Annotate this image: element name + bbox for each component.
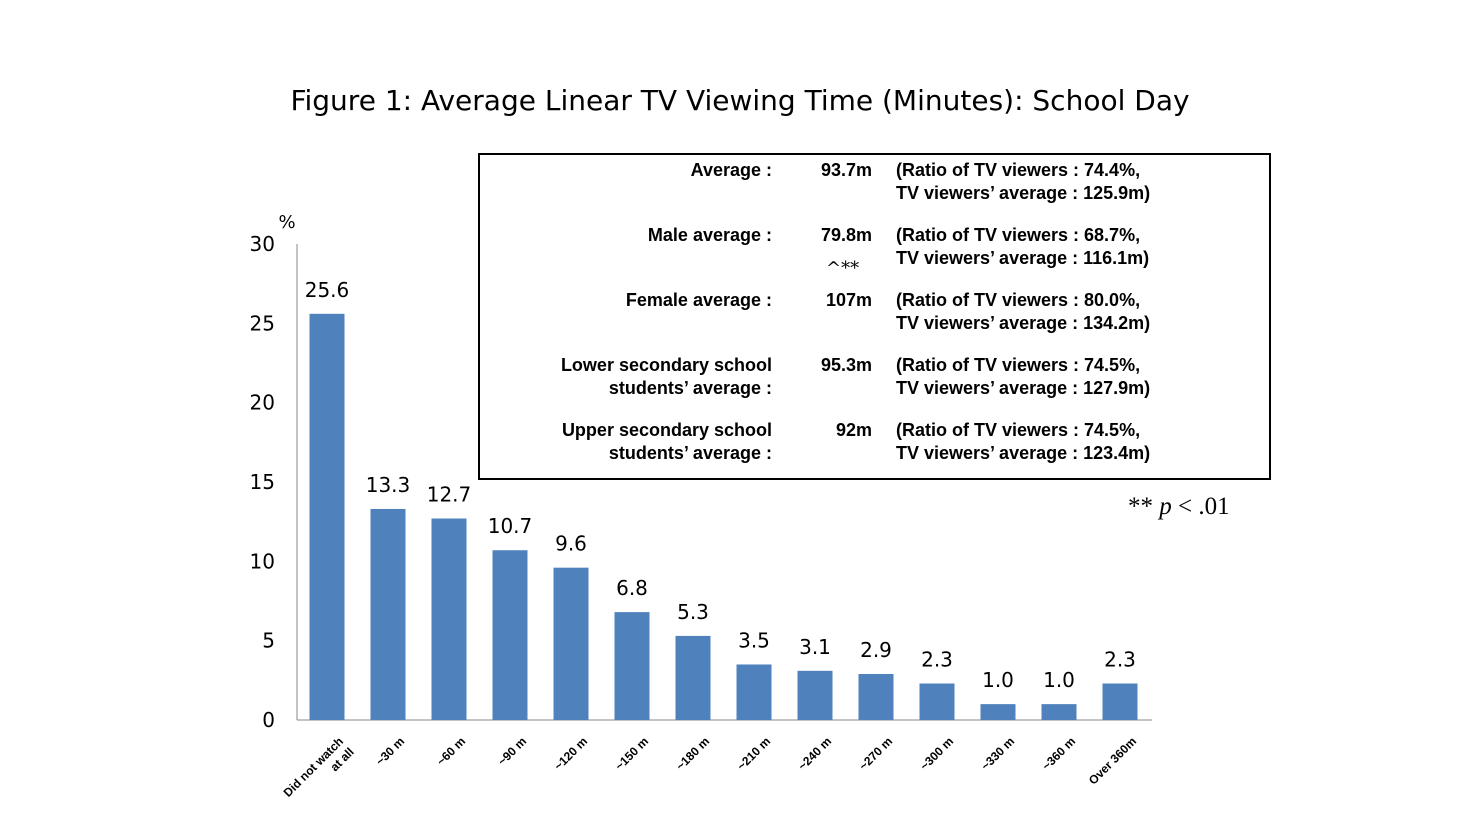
stats-ratio: (Ratio of TV viewers : 80.0%, TV viewers…	[896, 290, 1151, 333]
stats-value: 107m	[825, 290, 872, 310]
data-label: 9.6	[555, 532, 587, 556]
x-tick-line: ~150 m	[612, 734, 651, 773]
stats-value: 92m	[835, 420, 872, 440]
stats-label: Upper secondary school students’ average…	[561, 420, 772, 463]
stats-label: Lower secondary school students’ average…	[560, 355, 772, 398]
x-tick-label: ~30 m	[373, 734, 407, 768]
bar	[675, 635, 711, 720]
x-tick-label: ~90 m	[495, 734, 529, 768]
x-tick-line: ~360 m	[1039, 734, 1078, 773]
x-tick-line: ~240 m	[795, 734, 834, 773]
x-tick-label: Did not watchat all	[281, 734, 357, 810]
x-tick-line: ~120 m	[551, 734, 590, 773]
bar	[614, 612, 650, 720]
stats-ratio: (Ratio of TV viewers : 74.5%, TV viewers…	[896, 355, 1151, 398]
y-axis-unit: %	[278, 212, 295, 233]
data-label: 1.0	[982, 668, 1014, 692]
stats-value: 93.7m	[820, 160, 872, 180]
x-tick-line: Over 360m	[1086, 734, 1139, 787]
y-axis: 0 5 10 15 20 25 30%	[250, 212, 1152, 732]
bars	[309, 313, 1138, 720]
y-tick-label: 5	[262, 629, 275, 653]
data-label: 10.7	[488, 514, 533, 538]
data-label: 3.5	[738, 628, 770, 652]
x-tick-line: ~90 m	[495, 734, 529, 768]
y-tick-label: 20	[250, 391, 275, 415]
stats-label: Female average :	[625, 290, 772, 310]
bar	[492, 550, 528, 720]
bar	[736, 664, 772, 720]
bar	[431, 518, 467, 720]
stats-ratio: (Ratio of TV viewers : 74.5%, TV viewers…	[896, 420, 1151, 463]
p-value-note: ** p < .01	[1128, 493, 1230, 521]
stats-ratio: (Ratio of TV viewers : 68.7%, TV viewers…	[896, 225, 1150, 268]
x-tick-line: ~180 m	[673, 734, 712, 773]
p-note-stars: **	[1128, 493, 1153, 520]
x-tick-label: ~120 m	[551, 734, 590, 773]
y-tick-label: 30	[250, 232, 275, 256]
x-tick-label: ~330 m	[978, 734, 1017, 773]
data-label: 25.6	[305, 278, 350, 302]
data-label: 13.3	[366, 473, 411, 497]
bar	[797, 670, 833, 720]
x-tick-label: ~240 m	[795, 734, 834, 773]
bar	[309, 313, 345, 720]
x-tick-label: Over 360m	[1086, 734, 1139, 787]
data-label: 2.3	[1104, 648, 1136, 672]
stats-ratio: (Ratio of TV viewers : 74.4%, TV viewers…	[896, 160, 1151, 203]
significance-marker: ^**	[826, 258, 860, 279]
stats-value: 95.3m	[820, 355, 872, 375]
x-tick-label: ~60 m	[434, 734, 468, 768]
chart-title: Figure 1: Average Linear TV Viewing Time…	[290, 84, 1190, 117]
y-tick-label: 0	[262, 708, 275, 732]
bar	[1102, 683, 1138, 720]
p-note-rest: < .01	[1171, 493, 1230, 520]
data-label: 2.9	[860, 638, 892, 662]
y-tick-label: 25	[250, 311, 275, 335]
data-label: 12.7	[427, 482, 472, 506]
y-tick-label: 10	[250, 549, 275, 573]
x-axis-labels: Did not watchat all ~30 m ~60 m ~90 m ~120 m…	[281, 734, 1140, 810]
x-tick-line: ~330 m	[978, 734, 1017, 773]
stats-label: Average :	[690, 160, 772, 180]
bar	[919, 683, 955, 720]
x-tick-label: ~180 m	[673, 734, 712, 773]
bar	[1041, 704, 1077, 720]
p-note-p: p	[1159, 493, 1172, 520]
x-tick-line: ~60 m	[434, 734, 468, 768]
x-tick-line: ~300 m	[917, 734, 956, 773]
x-tick-label: ~360 m	[1039, 734, 1078, 773]
bar	[370, 508, 406, 720]
data-label: 6.8	[616, 576, 648, 600]
summary-stats-box: Average : 93.7m (Ratio of TV viewers : 7…	[478, 153, 1271, 480]
data-labels: 25.6 13.3 12.7 10.7 9.6 6.8 5.3 3.5 3.1 2.9 2.3 1.0…	[305, 278, 1136, 692]
x-tick-label: ~300 m	[917, 734, 956, 773]
x-tick-label: ~210 m	[734, 734, 773, 773]
data-label: 1.0	[1043, 668, 1075, 692]
data-label: 5.3	[677, 600, 709, 624]
x-tick-line: ~30 m	[373, 734, 407, 768]
data-label: 2.3	[921, 648, 953, 672]
bar	[858, 673, 894, 720]
x-tick-label: ~150 m	[612, 734, 651, 773]
y-tick-label: 15	[250, 470, 275, 494]
x-tick-line: ~210 m	[734, 734, 773, 773]
bar	[980, 704, 1016, 720]
stats-label: Male average :	[647, 225, 772, 245]
x-tick-line: ~270 m	[856, 734, 895, 773]
data-label: 3.1	[799, 635, 831, 659]
stats-value: 79.8m	[820, 225, 872, 245]
x-tick-label: ~270 m	[856, 734, 895, 773]
bar	[553, 567, 589, 720]
